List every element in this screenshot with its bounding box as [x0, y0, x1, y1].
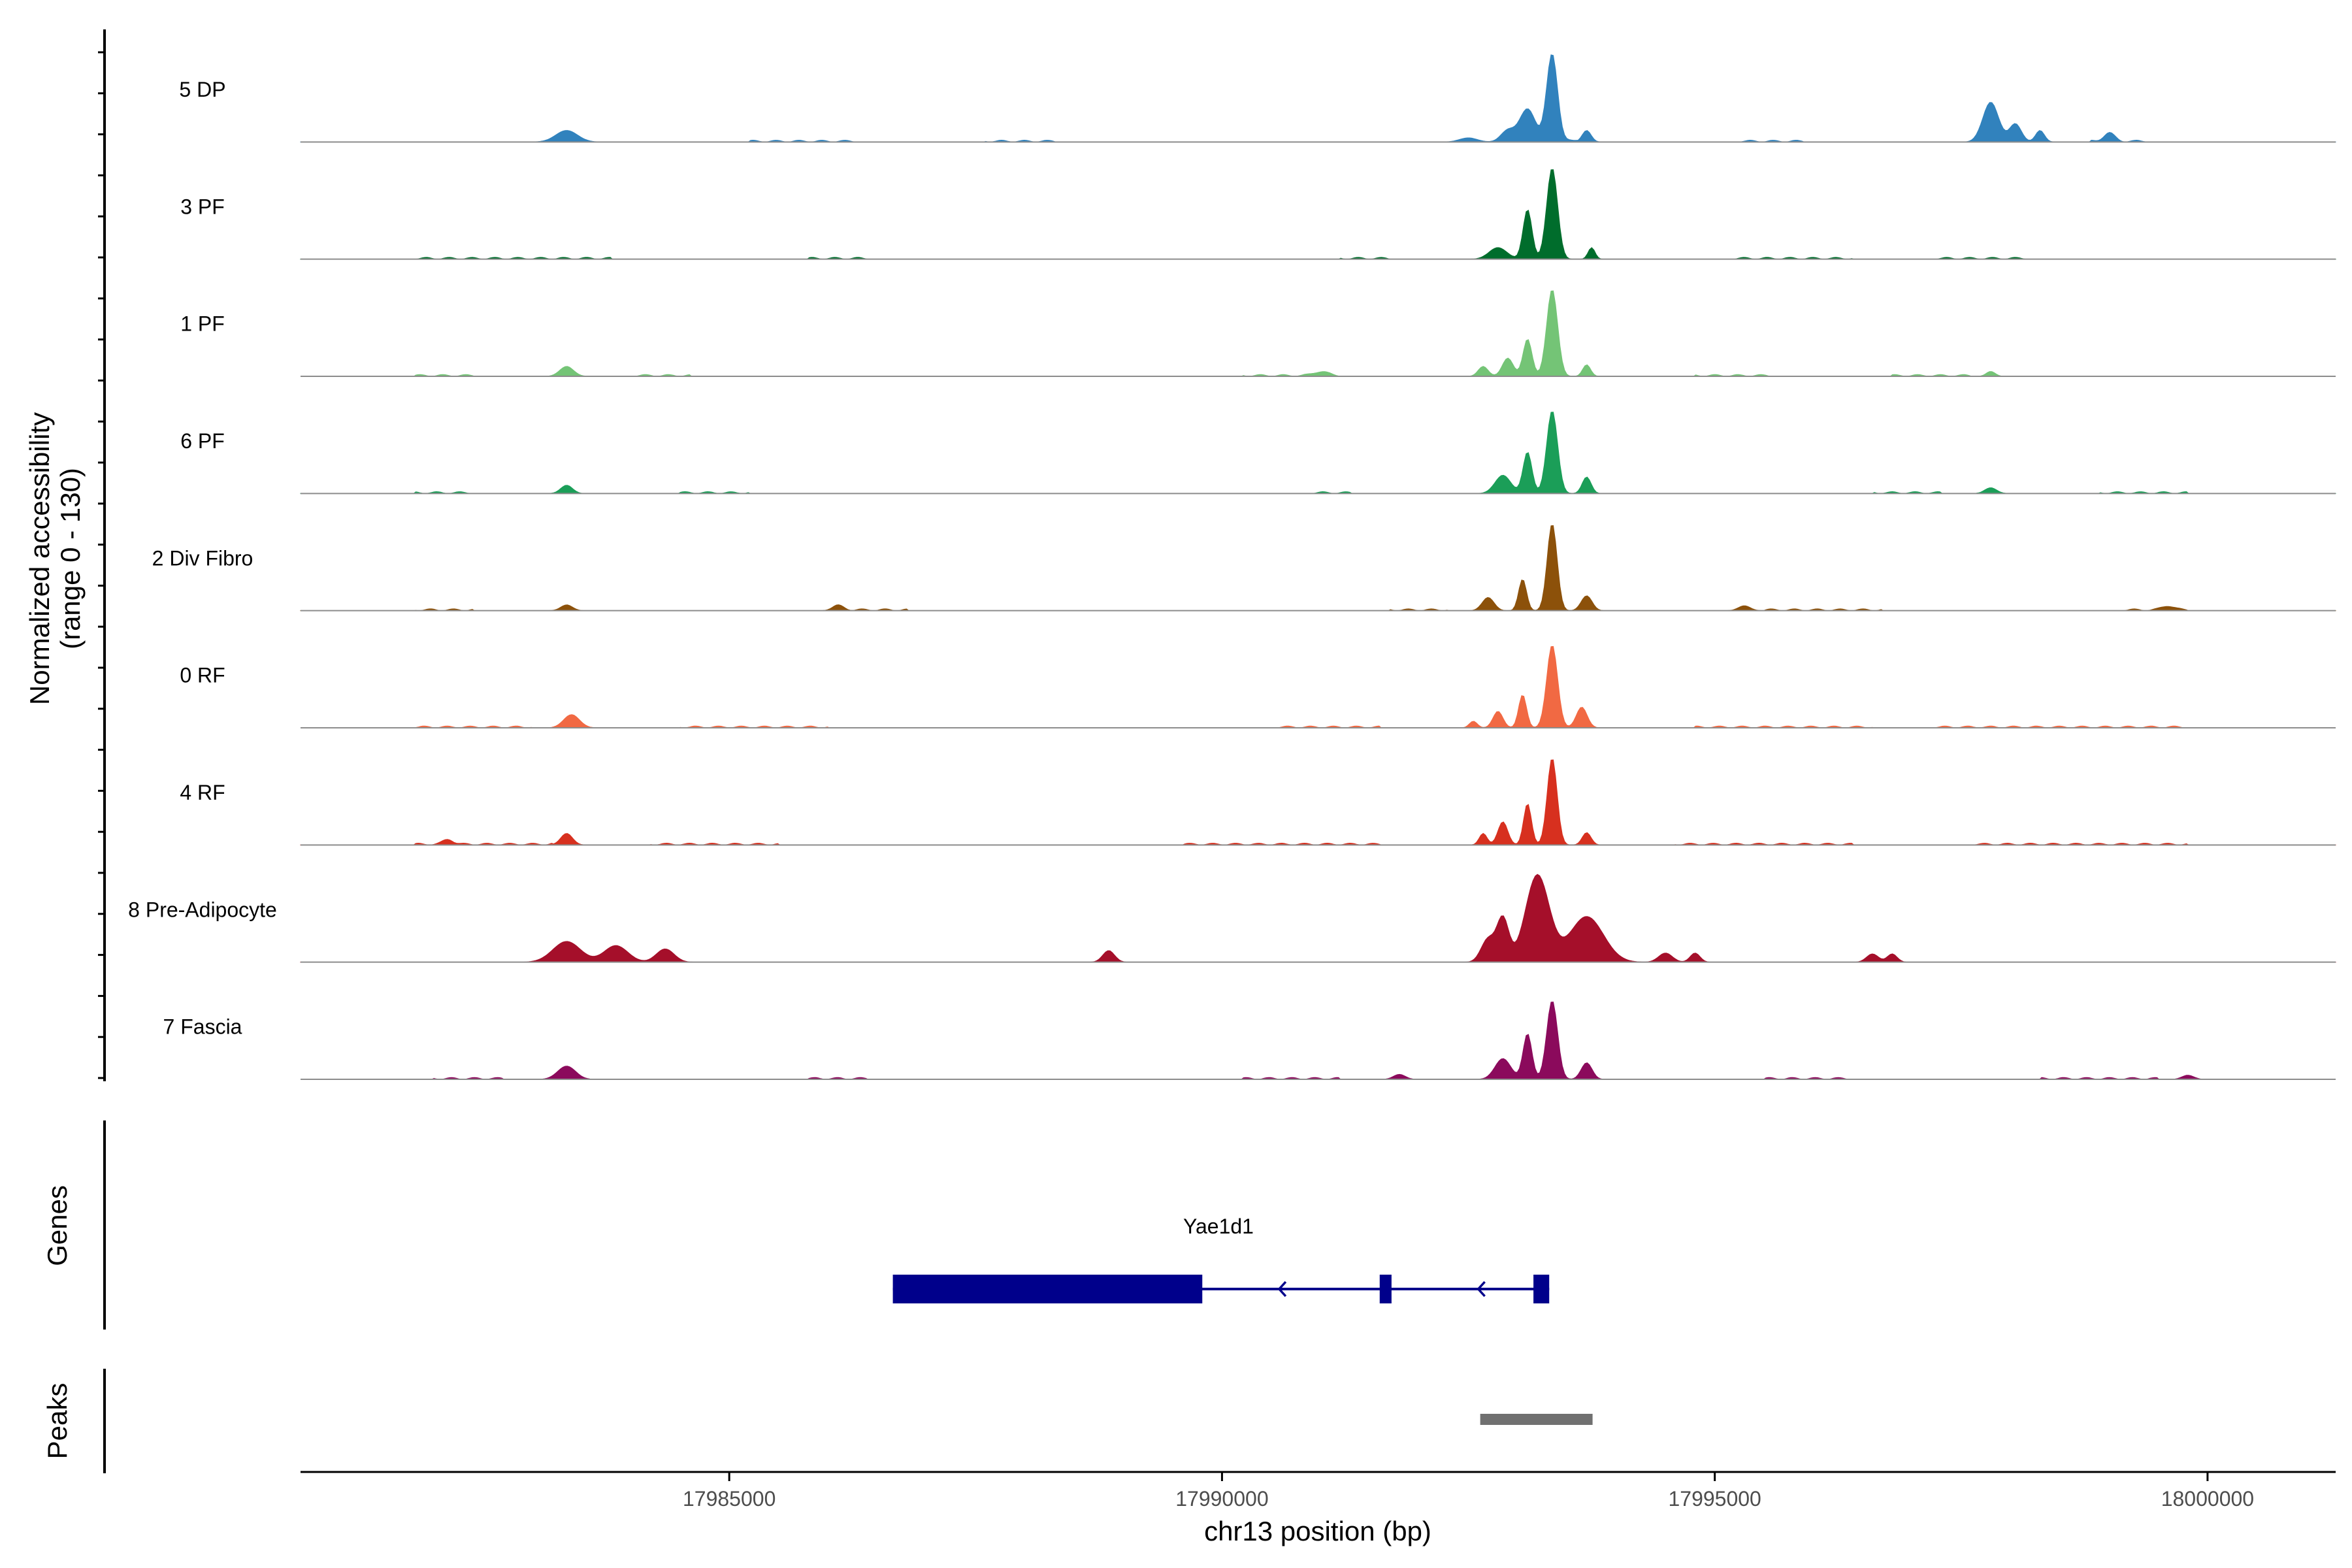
genes-track-label: Genes [42, 1185, 73, 1266]
gene-exon-3 [1533, 1275, 1550, 1303]
gene-name-label: Yae1d1 [1183, 1215, 1254, 1238]
x-tick-label: 17995000 [1668, 1487, 1761, 1511]
track-label-2-div-fibro: 2 Div Fibro [152, 546, 253, 570]
coverage-area-6-pf [300, 412, 2336, 494]
coverage-area-5-dp [300, 54, 2336, 142]
track-label-3-pf: 3 PF [180, 195, 225, 218]
track-1-pf: 1 PF [180, 290, 2336, 377]
accessibility-y-axis [98, 29, 106, 1081]
track-label-0-rf: 0 RF [180, 664, 225, 687]
coverage-area-1-pf [301, 290, 2336, 377]
track-8-pre-adipocyte: 8 Pre-Adipocyte [128, 874, 2336, 963]
track-label-8-pre-adipocyte: 8 Pre-Adipocyte [128, 898, 277, 921]
gene-exon-2 [1379, 1275, 1392, 1303]
track-0-rf: 0 RF [180, 645, 2336, 728]
coverage-area-4-rf [300, 759, 2336, 845]
peak-regions [1480, 1414, 1593, 1425]
track-label-7-fascia: 7 Fascia [163, 1015, 242, 1039]
coverage-tracks: 5 DP 3 PF 1 PF 6 PF 2 Div Fibro 0 RF 4 RF 8 Pre… [128, 54, 2336, 1080]
strand-arrow-icon [1277, 1281, 1287, 1298]
track-label-4-rf: 4 RF [180, 781, 225, 804]
track-label-1-pf: 1 PF [180, 312, 225, 336]
coverage-area-7-fascia [301, 1002, 2336, 1080]
track-label-5-dp: 5 DP [179, 78, 225, 101]
track-5-dp: 5 DP [179, 54, 2336, 143]
y-axis-label-line1: Normalized accessibility [24, 412, 55, 705]
coverage-area-8-pre-adipocyte [300, 874, 2336, 963]
strand-arrow-icon [1477, 1281, 1486, 1298]
track-3-pf: 3 PF [180, 169, 2336, 260]
x-tick-label: 17990000 [1175, 1487, 1268, 1511]
x-axis-label: chr13 position (bp) [1204, 1516, 1431, 1546]
track-4-rf: 4 RF [180, 759, 2336, 846]
peaks-track-label: Peaks [42, 1383, 73, 1460]
coverage-area-0-rf [301, 645, 2336, 728]
track-7-fascia: 7 Fascia [163, 1002, 2336, 1080]
position-x-axis: 17985000 17990000 17995000 18000000 [301, 1471, 2336, 1511]
track-6-pf: 6 PF [180, 412, 2336, 495]
x-tick-label: 17985000 [683, 1487, 776, 1511]
track-label-6-pf: 6 PF [180, 429, 225, 453]
x-tick-label: 18000000 [2161, 1487, 2254, 1511]
y-axis-label-line2: (range 0 - 130) [55, 468, 86, 649]
coverage-area-2-div-fibro [300, 525, 2336, 612]
gene-track [892, 1275, 1550, 1303]
peak-region-1 [1480, 1414, 1593, 1425]
coverage-area-3-pf [300, 169, 2336, 260]
gene-exon-1 [892, 1275, 1203, 1303]
track-2-div-fibro: 2 Div Fibro [152, 525, 2336, 612]
